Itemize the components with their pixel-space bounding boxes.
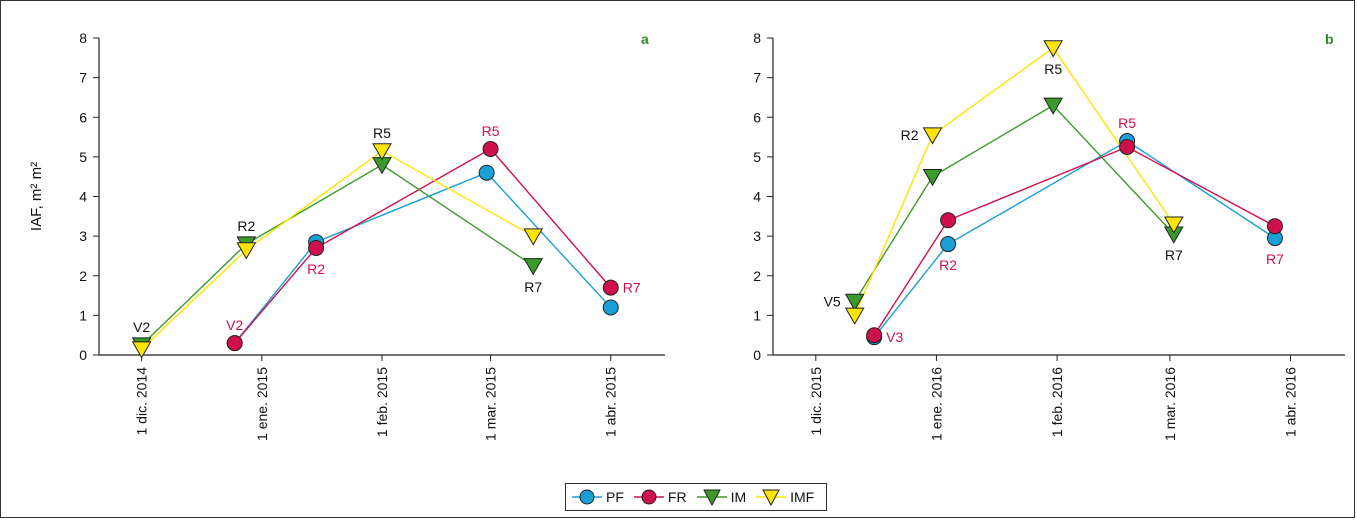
point-fr <box>602 279 619 296</box>
x-tick-label: 1 ene. 2015 <box>254 367 270 441</box>
x-tick-label: 1 ene. 2016 <box>928 367 944 441</box>
legend-marker <box>579 489 595 505</box>
series-line-pf <box>873 140 1276 338</box>
stage-annotation: V5 <box>824 294 841 310</box>
point-fr <box>866 327 883 344</box>
legend-marker <box>702 489 721 507</box>
legend-label: FR <box>667 489 687 505</box>
legend-symbol-im <box>696 489 727 507</box>
y-tick-label: 1 <box>753 307 761 323</box>
x-tick-label: 1 mar. 2015 <box>483 367 499 441</box>
point-imf <box>236 242 257 260</box>
y-tick-label: 2 <box>79 268 87 284</box>
point-pf <box>602 299 619 316</box>
point-pf <box>478 164 495 181</box>
panel-letter: a <box>641 31 649 47</box>
point-fr <box>940 212 957 229</box>
y-tick-label: 5 <box>79 149 87 165</box>
stage-annotation: R5 <box>482 123 500 139</box>
stage-annotation: R7 <box>1266 251 1284 267</box>
point-imf <box>1163 216 1184 234</box>
legend-symbol-pf <box>572 489 602 505</box>
stage-annotation: R2 <box>939 257 957 273</box>
stage-annotation: R5 <box>1044 61 1062 77</box>
figure-canvas: 0 1 2 3 4 5 6 7 8 1 dic. 2014 1 ene. 2015 1 feb. 20… <box>28 30 1345 441</box>
y-tick-label: 0 <box>79 347 87 363</box>
point-im <box>844 293 865 312</box>
y-tick-label: 4 <box>79 189 87 205</box>
y-tick-label: 6 <box>753 109 761 125</box>
point-imf <box>922 127 943 145</box>
x-tick-label: 1 abr. 2016 <box>1283 367 1299 437</box>
legend-item-imf: IMF <box>756 487 814 507</box>
x-tick-label: 1 dic. 2015 <box>808 367 824 436</box>
legend-symbol-imf <box>756 489 787 507</box>
stage-annotation: R7 <box>524 279 542 295</box>
series-line-fr <box>234 148 612 344</box>
series-line-pf <box>234 171 612 344</box>
point-im <box>922 168 943 187</box>
y-tick-label: 7 <box>79 70 87 86</box>
point-imf <box>131 341 152 359</box>
panel-b: 0 1 2 3 4 5 6 7 8 1 dic. 2015 1 ene. 2016 1 feb. 20… <box>753 30 1345 441</box>
y-tick-label: 7 <box>753 70 761 86</box>
point-fr <box>1119 138 1136 155</box>
legend-marker <box>641 489 657 505</box>
y-tick-label: 1 <box>79 307 87 323</box>
point-im <box>523 258 544 276</box>
point-fr <box>1266 218 1283 235</box>
y-tick-label: 6 <box>79 109 87 125</box>
y-tick-label: 8 <box>753 30 761 46</box>
legend-symbol-fr <box>633 489 664 505</box>
y-tick-label: 3 <box>753 228 761 244</box>
x-tick-label: 1 mar. 2016 <box>1162 367 1178 441</box>
x-tick-label: 1 abr. 2015 <box>603 367 619 437</box>
point-fr <box>308 240 325 257</box>
y-tick-label: 2 <box>753 268 761 284</box>
legend-item-pf: PF <box>572 487 624 507</box>
point-fr <box>482 140 499 157</box>
stage-annotation: R7 <box>623 280 641 296</box>
stage-annotation: R2 <box>237 218 255 234</box>
legend-label: IMF <box>790 489 815 505</box>
y-tick-label: 3 <box>79 228 87 244</box>
x-tick-label: 1 feb. 2015 <box>374 367 390 437</box>
stage-annotation: R5 <box>1118 115 1136 131</box>
point-imf <box>372 143 392 161</box>
point-imf <box>523 228 544 246</box>
stage-annotation: R2 <box>307 261 325 277</box>
stage-annotation: R5 <box>373 125 391 141</box>
series-line-im <box>141 163 534 346</box>
panel-a: 0 1 2 3 4 5 6 7 8 1 dic. 2014 1 ene. 2015 1 feb. 20… <box>28 30 665 441</box>
legend-item-fr: FR <box>633 487 687 507</box>
y-tick-label: 8 <box>79 30 87 46</box>
legend-label: IM <box>730 489 747 505</box>
legend: PF FR IM IMF <box>565 483 828 511</box>
y-tick-label: 4 <box>753 189 761 205</box>
stage-annotation: V2 <box>133 319 150 335</box>
point-imf <box>1043 40 1064 58</box>
x-tick-label: 1 feb. 2016 <box>1049 367 1065 437</box>
series-line-im <box>854 104 1175 302</box>
stage-annotation: R2 <box>901 127 919 143</box>
point-fr <box>226 335 243 352</box>
stage-annotation: V3 <box>886 329 903 345</box>
point-pf <box>940 236 957 253</box>
series-line-imf <box>854 46 1175 316</box>
legend-item-im: IM <box>696 487 747 507</box>
legend-marker <box>762 489 780 507</box>
series-line-fr <box>873 146 1276 336</box>
stage-annotation: R7 <box>1165 247 1183 263</box>
y-tick-label: 0 <box>753 347 761 363</box>
y-axis-label: IAF, m² m² <box>28 162 45 231</box>
panel-letter: b <box>1325 31 1334 47</box>
x-tick-label: 1 dic. 2014 <box>134 367 150 436</box>
stage-annotation: V2 <box>226 317 243 333</box>
legend-label: PF <box>606 489 624 505</box>
y-tick-label: 5 <box>753 149 761 165</box>
series-line-imf <box>141 150 534 350</box>
point-imf <box>844 307 865 325</box>
point-im <box>1043 97 1064 115</box>
